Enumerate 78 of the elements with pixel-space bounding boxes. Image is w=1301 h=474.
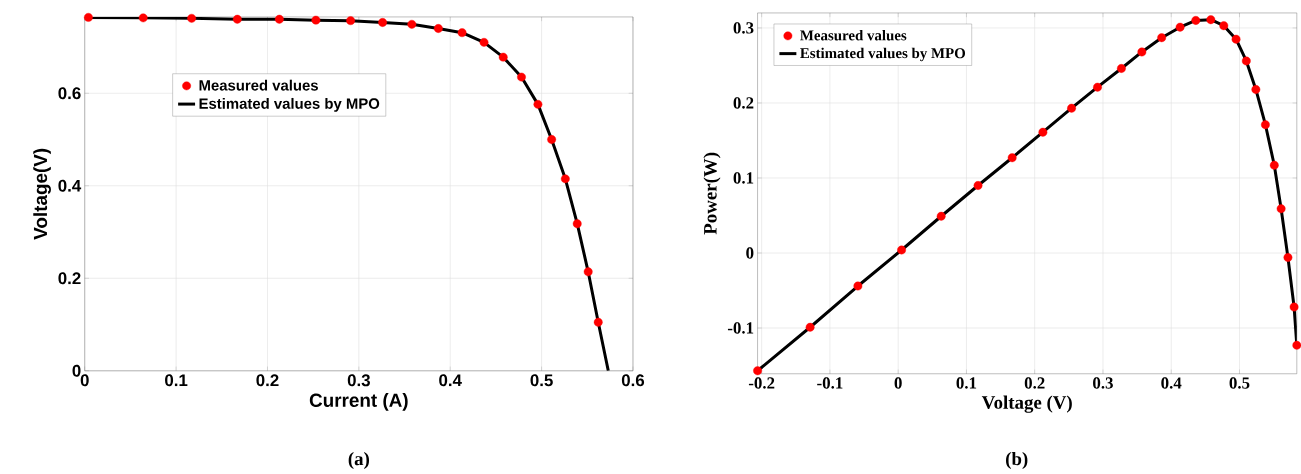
x-tick-label: 0.2: [256, 374, 279, 387]
point: [1231, 34, 1241, 44]
x-tick-label: 0.1: [956, 377, 977, 389]
point: [936, 211, 946, 221]
x-tick-label: 0.2: [1024, 377, 1045, 389]
x-tick-label: -0.1: [817, 377, 843, 389]
y-axis-title: Voltage(V): [33, 148, 51, 240]
x-tick-label: 0.4: [1161, 377, 1182, 389]
point: [1007, 153, 1017, 162]
point: [407, 19, 417, 29]
point: [583, 267, 593, 276]
point: [517, 72, 526, 82]
point: [346, 16, 356, 25]
point: [1093, 82, 1102, 92]
point: [1241, 56, 1251, 66]
point: [1157, 33, 1167, 42]
point: [753, 366, 762, 375]
point: [853, 281, 863, 291]
point: [560, 174, 570, 183]
x-tick-label: 0.5: [530, 374, 553, 387]
y-tick-label: 0.3: [733, 21, 754, 34]
y-axis-title: Power(W): [703, 152, 721, 235]
point: [1206, 15, 1216, 24]
point: [1137, 47, 1147, 57]
x-axis-title: Voltage (V): [981, 395, 1072, 413]
point: [1261, 120, 1270, 129]
point: [805, 322, 815, 332]
point: [973, 180, 983, 190]
text: (a): [348, 451, 370, 469]
y-tick-label: 0: [72, 364, 81, 377]
point: [1175, 22, 1185, 32]
point: [1067, 103, 1076, 113]
point: [84, 12, 93, 22]
point: [138, 13, 148, 23]
point: [572, 219, 582, 228]
point: [311, 15, 321, 25]
x-tick-label: 0.1: [165, 374, 188, 387]
point: [1269, 160, 1279, 170]
y-tick-label: 0: [746, 247, 754, 259]
x-tick-label: 0.3: [347, 374, 370, 387]
legend-label: Estimated values by MPO: [199, 97, 380, 112]
point: [187, 13, 197, 23]
point: [1283, 252, 1293, 262]
x-axis-title: Current (A): [309, 392, 408, 411]
point: [593, 317, 603, 327]
point: [547, 134, 557, 144]
y-tick-label: -0.1: [727, 322, 754, 334]
y-tick-label: 0.2: [58, 272, 81, 285]
legend-label: Measured values: [800, 29, 907, 41]
point: [457, 28, 467, 37]
y-tick-label: 0.6: [58, 87, 81, 100]
point: [533, 99, 543, 109]
x-tick-label: 0.3: [1093, 377, 1113, 389]
point: [1276, 204, 1286, 213]
point: [1191, 15, 1201, 25]
point: [1038, 127, 1048, 137]
point: [1219, 21, 1229, 30]
point: [498, 52, 508, 62]
legend-label: Estimated values by MPO: [800, 47, 966, 62]
y-tick-label: 0.2: [733, 97, 754, 109]
x-tick-label: 0: [894, 377, 902, 389]
x-tick-label: 0.6: [621, 374, 645, 387]
text: (b): [1006, 451, 1028, 469]
point: [232, 14, 242, 24]
y-tick-label: 0.1: [733, 172, 754, 184]
x-tick-label: 0.4: [439, 374, 462, 387]
x-tick-label: 0: [80, 374, 89, 387]
point: [433, 23, 443, 33]
point: [1251, 84, 1261, 94]
point: [378, 17, 387, 27]
point: [897, 245, 906, 255]
point: [274, 14, 284, 24]
point: [1117, 63, 1126, 73]
x-tick-label: 0.5: [1229, 377, 1250, 389]
x-tick-label: -0.2: [748, 377, 775, 389]
legend-label: Measured values: [199, 79, 318, 91]
point: [479, 37, 489, 47]
y-tick-label: 0.4: [58, 179, 82, 192]
